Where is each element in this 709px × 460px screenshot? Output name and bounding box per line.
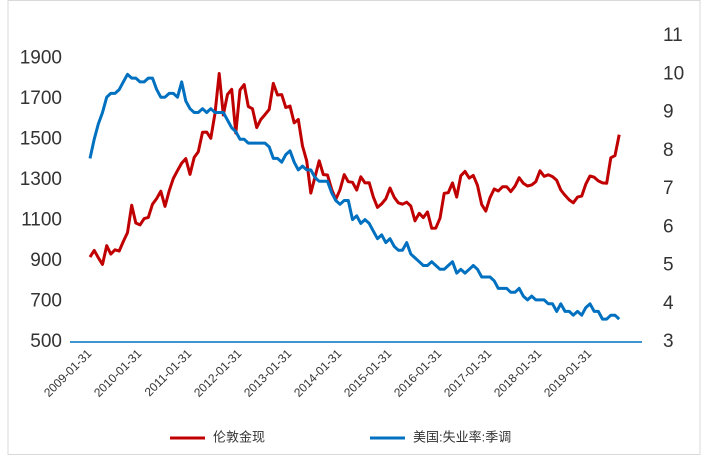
y2-tick-label: 8 [663, 140, 674, 161]
y2-tick-label: 10 [663, 63, 684, 84]
x-tick-label: 2013-01-31 [241, 346, 295, 400]
x-tick-label: 2016-01-31 [391, 346, 445, 400]
y-tick-label: 900 [30, 250, 62, 271]
y2-tick-label: 6 [663, 216, 674, 237]
y-tick-label: 1700 [20, 88, 62, 109]
x-tick-label: 2009-01-31 [41, 346, 95, 400]
y-tick-label: 1300 [20, 169, 62, 190]
x-tick-label: 2014-01-31 [291, 346, 345, 400]
x-tick-label: 2019-01-31 [541, 346, 595, 400]
x-tick-label: 2012-01-31 [191, 346, 245, 400]
y-tick-label: 1100 [21, 209, 62, 230]
series-line [88, 72, 621, 266]
y2-tick-label: 11 [663, 25, 683, 46]
x-tick-label: 2010-01-31 [91, 346, 145, 400]
y2-tick-label: 5 [663, 255, 674, 276]
y2-tick-label: 4 [663, 293, 674, 314]
series-line [88, 72, 621, 321]
y-tick-label: 1900 [20, 47, 62, 68]
legend-label: 伦敦金现 [213, 429, 265, 444]
y-tick-label: 500 [30, 331, 62, 352]
x-tick-label: 2015-01-31 [341, 346, 395, 400]
x-tick-label: 2018-01-31 [491, 346, 545, 400]
y-tick-label: 1500 [20, 128, 62, 149]
y-tick-label: 700 [30, 290, 62, 311]
x-tick-label: 2011-01-31 [142, 346, 195, 399]
y2-tick-label: 9 [663, 102, 674, 123]
y2-tick-label: 7 [663, 178, 674, 199]
y2-tick-label: 3 [663, 331, 674, 352]
x-tick-label: 2017-01-31 [441, 346, 495, 400]
legend-label: 美国:失业率:季调 [413, 429, 511, 444]
